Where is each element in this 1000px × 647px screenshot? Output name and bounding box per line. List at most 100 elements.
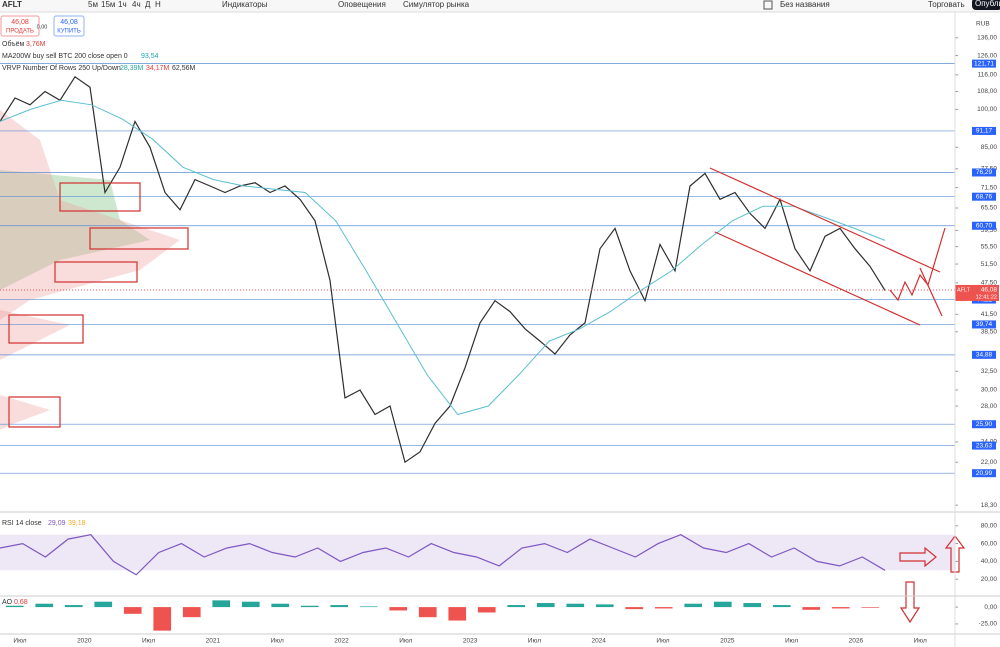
volume-profile (0, 395, 50, 430)
time-label: Июл (528, 638, 541, 645)
arrow-right (899, 546, 937, 568)
ao-bar (418, 607, 437, 618)
ao-legend-value: 0,68 (14, 599, 28, 606)
level-label: 76,29 (976, 169, 993, 176)
current-ticker: AFLT (957, 287, 971, 293)
ao-bar (35, 603, 54, 608)
ao-bar (566, 603, 585, 608)
level-label: 20,99 (976, 470, 993, 477)
ao-bar (64, 605, 83, 608)
time-label: 2025 (720, 638, 735, 645)
ao-bar (153, 607, 172, 631)
y-tick-label: 126,00 (977, 52, 997, 59)
ma-legend-value: 93,54 (141, 53, 159, 60)
volume-legend: Объём (2, 40, 24, 48)
ao-bar (330, 605, 349, 608)
replay-button[interactable]: Симулятор рынка (403, 0, 470, 9)
y-tick-label: 30,00 (981, 387, 998, 394)
ao-bar (123, 607, 142, 614)
level-label-bg (972, 168, 996, 177)
interval[interactable]: 15м (101, 0, 115, 9)
level-label: 91,17 (976, 128, 993, 135)
time-label: Июл (656, 638, 669, 645)
y-tick-label: 0,00 (984, 604, 997, 611)
ao-bar (684, 603, 703, 608)
interval[interactable]: 4ч (132, 0, 141, 9)
y-tick-label: 108,00 (977, 88, 997, 95)
level-label: 39,74 (976, 321, 993, 328)
level-label-bg (972, 320, 996, 329)
series-line (0, 534, 886, 576)
sell-button[interactable] (0, 15, 40, 37)
ao-bar (5, 605, 24, 608)
level-label: 68,76 (976, 193, 993, 200)
arrow-down (899, 581, 921, 624)
symbol[interactable]: AFLT (2, 0, 22, 9)
volume-profile (0, 110, 180, 320)
ao-bar (536, 603, 555, 608)
annotations (8, 167, 966, 624)
level-label-bg (972, 59, 996, 68)
annotation-box (89, 227, 189, 250)
level-label-bg (972, 350, 996, 359)
volume-profile (0, 310, 70, 360)
level-label-bg (972, 192, 996, 201)
y-tick-label: 59,50 (981, 227, 998, 234)
ao-bar (654, 607, 673, 609)
level-label-bg (972, 441, 996, 450)
y-tick-label: 71,50 (981, 184, 998, 191)
y-tick-label: 65,50 (981, 205, 998, 212)
vrvp-total: 62,56M (172, 65, 196, 72)
rsi-legend-value: 29,09 (48, 520, 66, 527)
ao-bar (507, 605, 526, 608)
rsi-legend-ma: 39,18 (68, 520, 86, 527)
y-tick-label: 47,50 (981, 280, 998, 287)
publish-label[interactable]: Опублико (975, 0, 1000, 8)
level-label-bg (972, 420, 996, 429)
ao-bar (831, 607, 850, 609)
y-tick-label: 32,50 (981, 368, 998, 375)
currency: RUB (976, 21, 990, 28)
y-tick-label: 100,00 (977, 106, 997, 113)
y-tick-label: 41,50 (981, 311, 998, 318)
series-line (0, 99, 886, 416)
y-tick-label: 40,00 (981, 558, 998, 565)
layout-icon[interactable] (763, 0, 773, 10)
level-label: 60,70 (976, 222, 993, 229)
arrow-up (944, 535, 966, 573)
publish-button[interactable] (972, 0, 1000, 10)
ao-bar (772, 605, 791, 608)
y-tick-label: 51,50 (981, 261, 998, 268)
layout-name[interactable]: Без названия (780, 0, 830, 9)
buy-price[interactable]: 46,08 (60, 19, 78, 26)
interval[interactable]: Д (145, 0, 151, 9)
time-label: Июл (271, 638, 284, 645)
y-tick-label: 28,00 (981, 403, 998, 410)
alerts-button[interactable]: Оповещения (338, 0, 386, 9)
ao-bar (182, 607, 201, 618)
channel-line (709, 167, 941, 273)
spread: 0,00 (37, 24, 48, 30)
time-label: 2023 (463, 638, 478, 645)
interval[interactable]: 5м (88, 0, 98, 9)
vrvp-up: 28,39M (120, 65, 144, 72)
series-line (0, 75, 886, 464)
buy-label[interactable]: КУПИТЬ (57, 29, 81, 35)
buy-button[interactable] (53, 15, 85, 37)
annotation-box (59, 182, 141, 212)
current-time: 12:41:22 (976, 294, 997, 300)
sell-price[interactable]: 46,08 (11, 19, 29, 26)
vrvp-down: 34,17M (146, 65, 170, 72)
trade-button[interactable]: Торговать (928, 0, 965, 9)
y-tick-label: 136,00 (977, 34, 997, 41)
indicators-button[interactable]: Индикаторы (222, 0, 268, 9)
ao-bar (94, 601, 113, 608)
sell-label[interactable]: ПРОДАТЬ (6, 29, 34, 35)
interval[interactable]: 1ч (118, 0, 127, 9)
time-label: 2022 (334, 638, 349, 645)
annotation-box (8, 396, 61, 428)
level-label-bg (972, 126, 996, 135)
time-label: 2026 (849, 638, 864, 645)
interval[interactable]: Н (155, 0, 161, 9)
